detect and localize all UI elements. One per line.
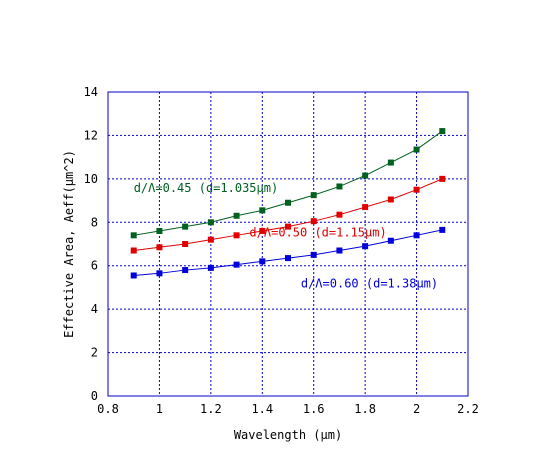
y-tick-label: 14 <box>84 85 98 99</box>
y-axis: 0 2 4 6 8 10 12 14 <box>84 85 98 403</box>
data-point <box>387 159 394 166</box>
series-1 <box>130 128 446 239</box>
data-point <box>130 272 137 279</box>
data-point <box>130 247 137 254</box>
data-point <box>259 207 266 214</box>
series-2 <box>130 175 446 254</box>
data-point <box>233 232 240 239</box>
data-point <box>439 175 446 182</box>
data-point <box>387 196 394 203</box>
data-point <box>362 172 369 179</box>
y-tick-label: 10 <box>84 172 98 186</box>
y-tick-label: 2 <box>91 346 98 360</box>
data-point <box>182 223 189 230</box>
data-point <box>285 255 291 262</box>
data-point <box>207 219 214 226</box>
data-point <box>336 211 343 218</box>
data-point <box>233 261 240 268</box>
data-point <box>156 244 163 251</box>
data-point <box>233 212 240 219</box>
y-tick-label: 0 <box>91 389 98 403</box>
y-tick-label: 8 <box>91 215 98 229</box>
data-point <box>156 227 163 234</box>
y-tick-label: 6 <box>91 259 98 273</box>
data-point <box>310 251 317 258</box>
x-tick-label: 0.8 <box>97 402 119 416</box>
y-axis-title: Effective Area, Aeff(μm^2) <box>62 150 76 338</box>
x-tick-label: 1.2 <box>200 402 222 416</box>
data-point <box>387 237 394 244</box>
data-point <box>130 232 137 239</box>
data-point <box>259 227 266 234</box>
data-point <box>310 218 317 225</box>
data-point <box>285 223 291 230</box>
data-point <box>285 199 291 206</box>
y-tick-label: 4 <box>91 302 98 316</box>
plot-frame <box>107 91 469 397</box>
x-tick-label: 1.8 <box>354 402 376 416</box>
x-tick-label: 1.4 <box>251 402 273 416</box>
x-axis-title: Wavelength (μm) <box>234 428 342 442</box>
data-point <box>439 226 446 233</box>
data-point <box>310 192 317 199</box>
x-tick-label: 2.2 <box>457 402 479 416</box>
data-point <box>439 128 446 135</box>
data-point <box>156 270 163 277</box>
annotations: d/Λ=0.45 (d=1.035μm) d/Λ=0.50 (d=1.15μm) d… <box>134 181 438 291</box>
data-point <box>413 146 420 153</box>
y-tick-label: 12 <box>84 128 98 142</box>
series-annotation: d/Λ=0.45 (d=1.035μm) <box>134 181 279 195</box>
data-point <box>413 186 420 193</box>
grid <box>108 92 468 396</box>
series <box>130 128 446 279</box>
x-axis: 0.8 1 1.2 1.4 1.6 1.8 2 2.2 <box>97 402 479 416</box>
data-point <box>336 183 343 190</box>
series-annotation: d/Λ=0.50 (d=1.15μm) <box>249 225 386 239</box>
data-point <box>362 243 369 250</box>
x-tick-label: 1 <box>156 402 163 416</box>
data-point <box>207 236 214 243</box>
series-annotation: d/Λ=0.60 (d=1.38μm) <box>301 276 438 290</box>
data-point <box>413 232 420 239</box>
data-point <box>182 267 189 274</box>
x-tick-label: 2 <box>413 402 420 416</box>
data-point <box>207 264 214 271</box>
data-point <box>259 258 266 265</box>
data-point <box>182 241 189 247</box>
data-point <box>362 204 369 211</box>
x-tick-label: 1.6 <box>303 402 325 416</box>
data-point <box>336 247 343 254</box>
series-3 <box>130 226 446 279</box>
